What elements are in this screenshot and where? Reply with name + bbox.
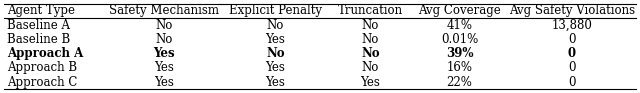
Text: No: No: [267, 19, 284, 32]
Text: Approach C: Approach C: [7, 76, 77, 89]
Text: No: No: [362, 61, 379, 74]
Text: Approach A: Approach A: [7, 47, 83, 60]
Text: Yes: Yes: [266, 33, 285, 46]
Text: Approach B: Approach B: [7, 61, 77, 74]
Text: Yes: Yes: [154, 61, 174, 74]
Text: 0.01%: 0.01%: [441, 33, 478, 46]
Text: Agent Type: Agent Type: [7, 4, 75, 17]
Text: Avg Coverage: Avg Coverage: [418, 4, 501, 17]
Text: Safety Mechanism: Safety Mechanism: [109, 4, 219, 17]
Text: 41%: 41%: [447, 19, 472, 32]
Text: No: No: [266, 47, 285, 60]
Text: No: No: [362, 19, 379, 32]
Text: Yes: Yes: [266, 76, 285, 89]
Text: 0: 0: [568, 61, 575, 74]
Text: 16%: 16%: [447, 61, 472, 74]
Text: Yes: Yes: [154, 76, 174, 89]
Text: 0: 0: [568, 76, 575, 89]
Text: Baseline A: Baseline A: [7, 19, 70, 32]
Text: No: No: [156, 33, 173, 46]
Text: 22%: 22%: [447, 76, 472, 89]
Text: Yes: Yes: [154, 47, 175, 60]
Text: 39%: 39%: [445, 47, 473, 60]
Text: No: No: [361, 47, 380, 60]
Text: No: No: [362, 33, 379, 46]
Text: Yes: Yes: [360, 76, 380, 89]
Text: Truncation: Truncation: [338, 4, 403, 17]
Text: No: No: [156, 19, 173, 32]
Text: 0: 0: [568, 33, 575, 46]
Text: Avg Safety Violations: Avg Safety Violations: [509, 4, 635, 17]
Text: Yes: Yes: [266, 61, 285, 74]
Text: Baseline B: Baseline B: [7, 33, 70, 46]
Text: 0: 0: [568, 47, 576, 60]
Text: 13,880: 13,880: [552, 19, 592, 32]
Text: Explicit Penalty: Explicit Penalty: [229, 4, 322, 17]
